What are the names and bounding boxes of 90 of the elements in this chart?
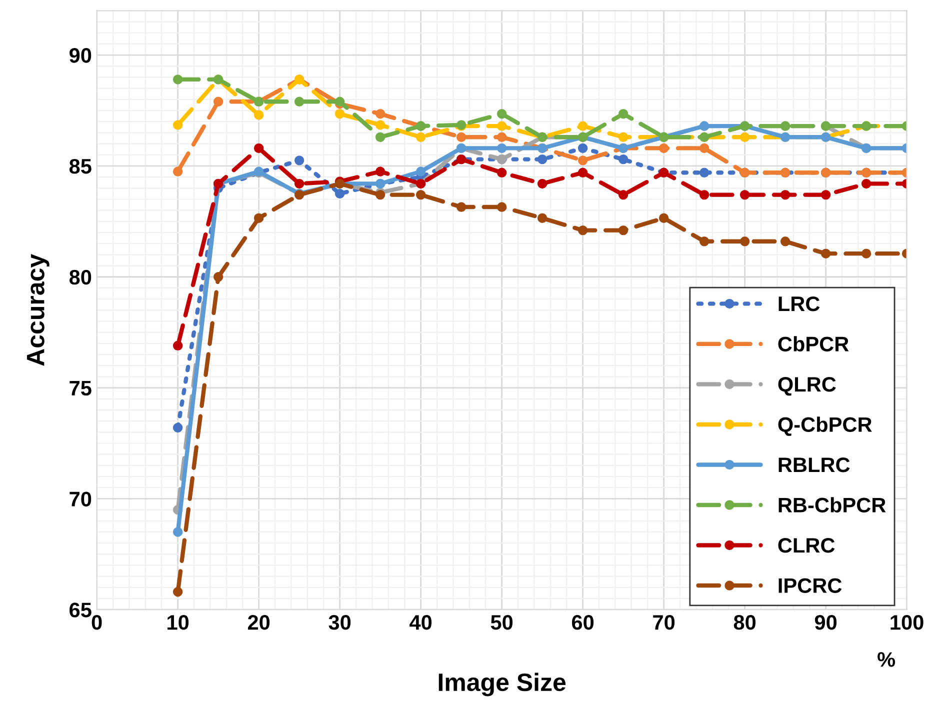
point [294,178,304,189]
point [334,96,345,107]
point [213,272,224,282]
point [780,236,790,246]
point [254,110,264,120]
point [699,236,710,246]
point [496,132,507,142]
point [172,527,183,537]
y-tick-label: 65 [70,602,92,618]
point [254,213,264,223]
x-tick-label: 20 [248,615,270,630]
x-tick-label: 100 [890,615,924,630]
point [496,143,507,154]
point [375,132,386,142]
point [496,168,507,178]
point [172,587,183,597]
point [496,108,507,119]
x-tick-label: 70 [653,615,675,630]
point [294,96,304,107]
x-tick-label: 40 [410,615,432,630]
point [537,154,548,164]
point [740,236,750,246]
point [496,202,507,212]
point [172,74,183,84]
point [172,120,183,130]
point [699,190,710,200]
point [537,178,548,189]
text: % [878,652,896,667]
point [294,156,304,166]
point [172,340,183,351]
y-tick-label: 75 [70,381,92,396]
x-tick-label: 30 [328,615,351,630]
point [618,108,628,119]
point [578,168,588,178]
point [861,248,872,258]
point [740,190,750,200]
legend-label: LRC [778,296,820,312]
legend-label: CLRC [778,538,835,553]
point [699,168,710,178]
x-tick-label: 90 [814,615,837,630]
point [334,188,345,199]
point [740,132,750,142]
x-tick-label: 80 [734,615,756,630]
point [578,143,588,154]
point [618,225,628,236]
x-tick-label: 60 [572,615,594,630]
legend-label: CbPCR [778,336,849,352]
point [820,248,831,258]
point [578,156,588,166]
x-tick-label: 50 [490,615,513,630]
point [334,108,345,119]
point [416,132,426,142]
x-axis-title: Image Size [438,672,566,696]
point [172,166,183,176]
point [213,96,224,107]
point [658,213,669,223]
legend-label: RB-CbPCR [778,497,886,512]
x-tick-label: 10 [168,615,189,630]
legend-label: RBLRC [778,457,850,472]
point [375,120,386,130]
legend-label: IPCRC [778,578,842,593]
point [618,132,628,142]
point [699,143,710,154]
point [578,121,588,131]
point [820,190,831,200]
point [496,121,507,131]
point [375,190,386,200]
x-tick-label: 0 [92,615,102,630]
point [618,154,628,164]
point [375,166,386,176]
point [172,422,183,433]
y-axis-title: Accuracy [26,254,50,366]
point [537,213,548,223]
point [416,190,426,200]
point [861,178,872,189]
point [416,166,426,176]
point [375,108,386,119]
y-tick-label: 85 [69,158,92,174]
y-tick-label: 70 [70,492,92,506]
point [456,202,466,212]
y-tick-label: 80 [69,270,92,285]
point [658,143,669,154]
point [618,190,628,200]
y-tick-label: 90 [70,48,92,63]
point [780,190,790,200]
legend-label: Q-CbPCR [778,416,872,436]
legend-label: QLRC [778,376,836,396]
point [254,143,264,154]
point [578,225,588,236]
point [456,132,466,142]
